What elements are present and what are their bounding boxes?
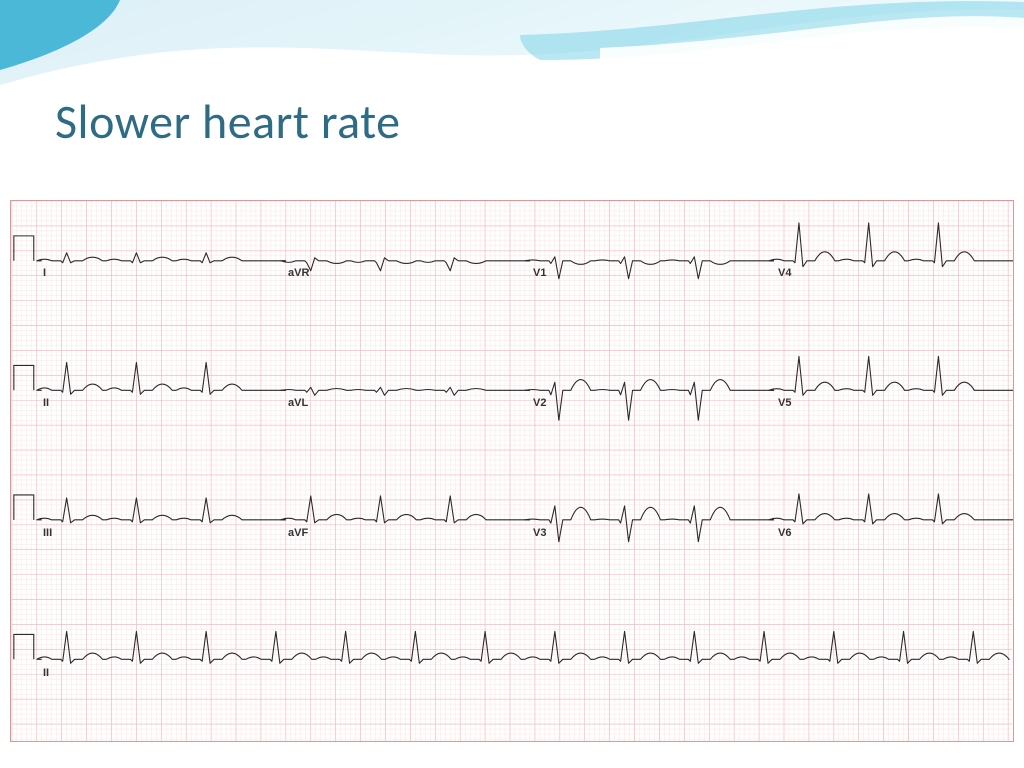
ecg-lead-label-iii: III [43, 527, 52, 539]
ecg-lead-label-ii: II [43, 667, 49, 679]
ecg-lead-label-v5: V5 [778, 397, 791, 409]
ecg-panel: IaVR V1 V4 II aVL V2 V5 III aVF V3 V6 II [10, 200, 1014, 742]
ecg-lead-label-avf: aVF [288, 527, 308, 539]
ecg-lead-label-v1: V1 [533, 267, 546, 279]
slide-title: Slower heart rate [55, 92, 401, 151]
ecg-lead-label-v6: V6 [778, 527, 791, 539]
ecg-lead-label-avl: aVL [288, 397, 308, 409]
ecg-lead-label-ii: II [43, 397, 49, 409]
ecg-lead-label-i: I [43, 267, 46, 279]
ecg-lead-label-v2: V2 [533, 397, 546, 409]
ecg-lead-label-v3: V3 [533, 527, 546, 539]
ecg-lead-label-avr: aVR [288, 267, 309, 279]
ecg-lead-label-v4: V4 [778, 267, 791, 279]
ecg-trace [11, 201, 1013, 741]
